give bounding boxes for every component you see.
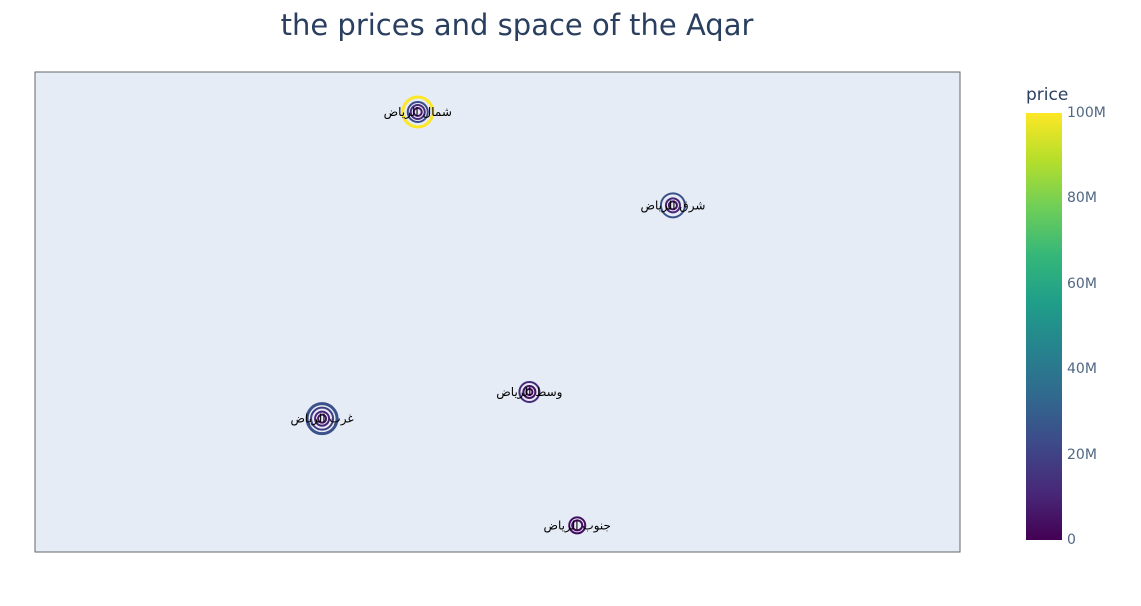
price-ring[interactable] (568, 516, 587, 535)
price-ring[interactable] (412, 107, 423, 117)
colorbar (1026, 113, 1062, 540)
colorbar-tick: 20M (1067, 446, 1097, 463)
price-ring[interactable] (525, 388, 534, 396)
data-point[interactable]: جنوب الرياض (544, 516, 611, 535)
price-ring[interactable] (406, 101, 429, 123)
price-ring[interactable] (664, 197, 681, 214)
price-ring[interactable] (522, 385, 537, 399)
colorbar-tick: 100M (1067, 105, 1106, 121)
point-label: شرق الرياض (640, 198, 705, 213)
colorbar-tick: 0 (1067, 532, 1076, 548)
price-ring[interactable] (305, 402, 339, 436)
point-label: غرب الرياض (291, 412, 354, 427)
price-ring[interactable] (317, 413, 328, 424)
colorbar-tick: 80M (1067, 190, 1097, 207)
price-ring[interactable] (659, 192, 686, 219)
colorbar-title: price (1026, 85, 1069, 105)
chart-title: the prices and space of the Aqar (280, 8, 754, 42)
data-point[interactable]: غرب الرياض (291, 402, 354, 436)
marker-layer: شمال الرياض شرق الرياض وسط الرياض غرب الريا… (291, 95, 705, 535)
point-label: جنوب الرياض (544, 518, 611, 533)
point-label: شمال الرياض (384, 105, 452, 120)
price-ring[interactable] (571, 519, 584, 532)
price-ring[interactable] (314, 410, 331, 427)
data-point[interactable]: وسط الرياض (496, 381, 562, 403)
plot-area[interactable] (34, 71, 961, 553)
colorbar-tick: 60M (1067, 275, 1097, 292)
point-label: وسط الرياض (496, 385, 562, 400)
price-ring[interactable] (310, 406, 335, 431)
price-ring[interactable] (401, 95, 435, 129)
price-ring[interactable] (667, 200, 678, 211)
data-point[interactable]: شمال الرياض (384, 95, 452, 129)
colorbar-tick: 40M (1067, 361, 1097, 378)
price-ring[interactable] (409, 104, 426, 120)
data-point[interactable]: شرق الرياض (640, 192, 705, 219)
price-ring[interactable] (518, 381, 541, 403)
